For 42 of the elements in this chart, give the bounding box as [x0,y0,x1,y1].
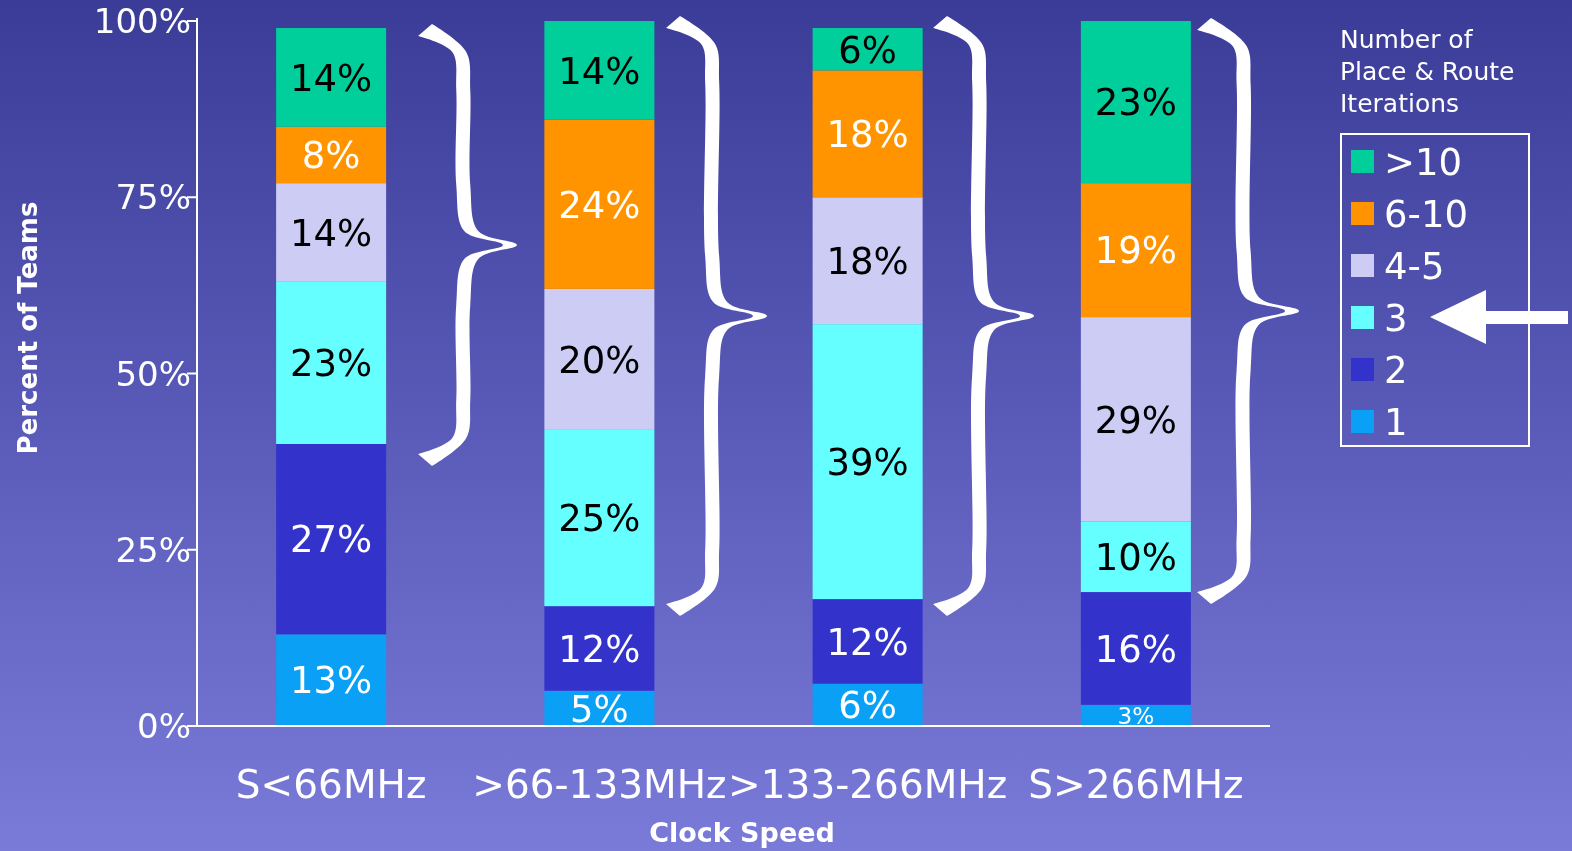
data-label: 23% [1094,81,1177,125]
x-tick-label: S>266MHz [1028,762,1244,807]
y-tick-label: 100% [93,1,191,42]
data-label: 5% [570,687,629,731]
data-label: 14% [290,211,373,255]
data-label: 18% [826,240,909,284]
y-tick-label: 0% [137,706,191,747]
data-label: 23% [290,342,373,386]
data-label: 19% [1094,229,1177,273]
x-axis-title: Clock Speed [649,817,835,848]
x-tick-label: >66-133MHz [472,762,727,807]
data-label: 3% [1117,702,1155,729]
data-label: 24% [558,183,641,227]
x-tick-label: >133-266MHz [728,762,1008,807]
legend-label: 4-5 [1384,245,1445,289]
data-label: 29% [1094,398,1177,442]
data-label: 18% [826,113,909,157]
data-label: 10% [1094,536,1177,580]
y-tick-label: 25% [115,529,191,570]
data-label: 27% [290,518,373,562]
legend-label: 2 [1384,349,1408,393]
data-label: 14% [558,49,641,93]
x-tick-label: S<66MHz [235,762,427,807]
legend-label: >10 [1384,141,1463,185]
data-label: 8% [301,134,361,178]
data-label: 39% [826,440,909,484]
data-label: 13% [290,659,373,703]
legend-label: 3 [1384,297,1408,341]
data-label: 6% [838,684,897,728]
data-label: 6% [838,28,897,72]
y-tick-label: 75% [115,177,191,218]
data-label: 20% [558,338,641,382]
legend-label: 6-10 [1384,193,1468,237]
y-axis-title: Percent of Teams [13,201,43,455]
data-label: 16% [1094,627,1177,671]
data-label: 12% [826,620,909,664]
y-tick-label: 50% [115,353,191,394]
data-label: 14% [290,56,373,100]
legend-label: 1 [1384,401,1408,445]
data-label: 25% [558,497,641,541]
legend-title: Number of Place & Route Iterations [1340,25,1515,118]
data-label: 12% [558,627,641,671]
